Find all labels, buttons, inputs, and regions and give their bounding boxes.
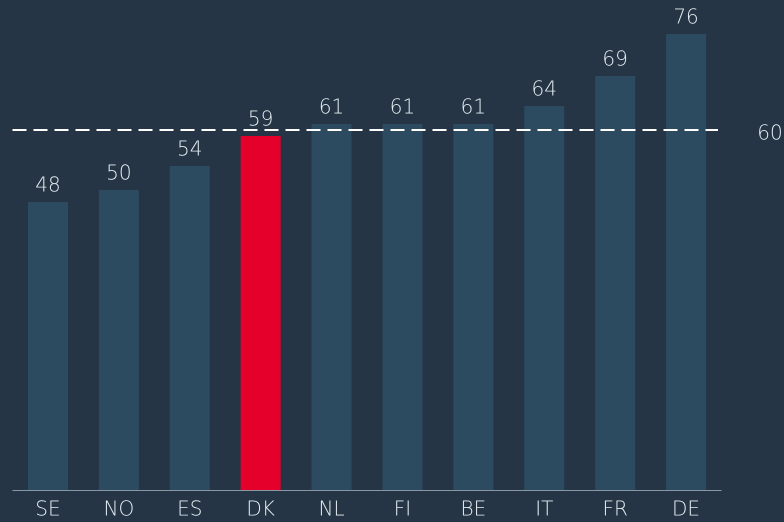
value-label: 76 (673, 5, 698, 29)
bar (311, 124, 352, 490)
x-tick-label: FI (394, 497, 411, 521)
value-label: 61 (390, 95, 415, 119)
reference-label: 60 (757, 121, 782, 145)
value-label: 50 (106, 161, 131, 185)
bar (453, 124, 494, 490)
x-tick-label: NO (103, 497, 134, 521)
x-tick-label: FR (602, 497, 627, 521)
value-label: 61 (461, 95, 486, 119)
value-label: 64 (532, 77, 557, 101)
x-tick-label: SE (35, 497, 60, 521)
bar (169, 166, 210, 490)
bar (98, 190, 139, 490)
bar (240, 136, 281, 490)
x-tick-label: DK (246, 497, 275, 521)
x-tick-label: DE (672, 497, 700, 521)
x-tick-label: IT (535, 497, 553, 521)
bar (595, 76, 636, 490)
value-label: 54 (177, 137, 202, 161)
value-label: 69 (602, 47, 627, 71)
bar (27, 202, 68, 490)
x-tick-label: BE (460, 497, 486, 521)
bar (666, 34, 707, 490)
x-tick-label: NL (318, 497, 344, 521)
x-tick-label: ES (177, 497, 202, 521)
bar (382, 124, 423, 490)
bar (524, 106, 565, 490)
value-label: 61 (319, 95, 344, 119)
value-label: 48 (35, 173, 60, 197)
value-label: 59 (248, 107, 273, 131)
